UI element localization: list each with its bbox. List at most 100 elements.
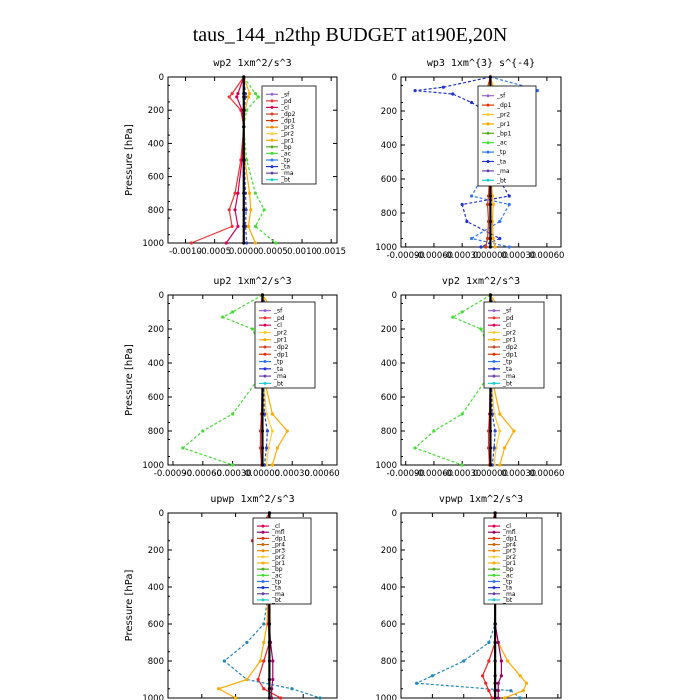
legend-marker	[486, 113, 490, 116]
data-point	[465, 219, 469, 224]
data-point	[413, 446, 417, 450]
data-point	[230, 224, 234, 228]
y-tick-label: 400	[381, 359, 397, 369]
y-tick-label: 1000	[375, 694, 397, 700]
data-point	[271, 677, 275, 682]
chart-title: up2 1xm^2/s^3	[213, 276, 291, 287]
data-point	[233, 208, 237, 212]
legend-marker	[492, 536, 496, 540]
data-point	[267, 622, 271, 626]
legend: _sf_pd_cl_dp2_dp1_pr3_pr2_pr1_bp_ac_tp_t…	[261, 85, 317, 185]
legend-label: _dp1	[271, 535, 287, 542]
legend-label: _ma	[273, 373, 287, 380]
data-point	[247, 92, 252, 96]
legend-label: _dp2	[280, 111, 296, 118]
legend-label: _pr2	[496, 112, 510, 119]
legend-label: _ac	[496, 140, 507, 147]
y-tick-label: 200	[148, 546, 164, 556]
data-point	[242, 125, 246, 129]
data-point	[267, 677, 271, 682]
x-tick-label: 0.00030	[501, 469, 536, 479]
data-point	[260, 412, 265, 416]
legend-marker	[492, 374, 496, 378]
data-point	[231, 412, 235, 416]
y-tick-label: 800	[148, 427, 164, 437]
legend-marker	[261, 549, 265, 553]
y-axis-label: Pressure [hPa]	[124, 344, 135, 416]
x-tick-label: 0.0000	[229, 247, 259, 257]
legend: _sf_pd_cl_pr2_pr1_dp2_dp1_tp_ta_ma_bt	[483, 301, 545, 389]
legend-marker	[261, 543, 265, 547]
legend-marker	[492, 592, 496, 596]
data-point	[285, 429, 289, 433]
data-point	[233, 191, 237, 195]
y-tick-label: 0	[392, 291, 397, 301]
legend-marker	[492, 561, 496, 565]
y-tick-label: 600	[148, 393, 164, 403]
legend-label: _ma	[502, 591, 516, 598]
legend-label: _cl	[502, 523, 511, 530]
data-point	[460, 310, 464, 314]
y-tick-label: 800	[148, 657, 164, 667]
data-point	[249, 208, 253, 212]
data-point	[498, 412, 502, 416]
legend: _sf _dp1 _pr2 _pr1 _bp1 _ac _tp _ta _ma _bt	[477, 85, 537, 187]
data-point	[236, 224, 240, 228]
data-point	[496, 640, 500, 645]
data-point	[224, 241, 228, 245]
legend-marker	[492, 549, 496, 553]
data-point	[499, 674, 503, 678]
legend-label: _bt	[273, 380, 284, 387]
data-point	[242, 75, 246, 79]
data-point	[469, 194, 474, 198]
data-point	[488, 202, 493, 207]
data-point	[451, 315, 455, 319]
legend-marker	[263, 330, 267, 334]
legend-marker	[270, 99, 274, 103]
data-point	[201, 429, 205, 433]
legend-marker	[492, 352, 496, 356]
data-point	[451, 92, 455, 96]
data-point	[518, 696, 522, 700]
legend-marker	[270, 178, 274, 182]
data-point	[258, 659, 262, 663]
chart-panel-up2: up2 1xm^2/s^3 Pressure [hPa] 0 200 400 600 800…	[124, 276, 340, 479]
data-point	[485, 202, 490, 207]
chart-panel-vp2: vp2 1xm^2/s^302004006008001000-0.00090-0…	[375, 276, 564, 479]
plot-frame	[400, 512, 562, 699]
data-point	[270, 696, 274, 700]
legend-marker	[270, 132, 274, 136]
legend-label: _cl	[271, 523, 280, 530]
legend-label: _pr4	[502, 542, 516, 549]
legend-marker	[492, 555, 496, 559]
legend-label: _ac	[271, 572, 282, 579]
data-point	[262, 208, 266, 212]
data-point	[270, 463, 274, 467]
legend-label: _tp	[502, 578, 512, 585]
data-point	[242, 108, 246, 112]
legend-marker	[486, 94, 490, 98]
y-tick-label: 0	[159, 509, 164, 519]
legend-marker	[486, 160, 490, 163]
legend-label: _bt	[271, 597, 282, 604]
x-tick-label: -0.0005	[198, 247, 231, 257]
legend-label: _sf	[273, 308, 283, 315]
legend-label: _sf	[502, 308, 512, 315]
data-point	[488, 463, 493, 467]
legend-marker	[261, 555, 265, 559]
data-point	[496, 681, 500, 685]
legend-marker	[261, 579, 265, 583]
legend-marker	[486, 141, 490, 145]
x-tick-label: -0.00090	[154, 469, 192, 479]
legend-marker	[492, 586, 496, 590]
data-point	[274, 241, 278, 245]
data-point	[484, 245, 488, 249]
x-tick-label: 0.00030	[275, 469, 310, 479]
legend-label: _ma	[280, 170, 294, 177]
plot-frame	[167, 76, 338, 244]
y-tick-label: 200	[381, 546, 397, 556]
data-point	[441, 85, 445, 89]
data-point	[253, 241, 258, 245]
data-point	[488, 245, 493, 249]
legend-label: _dp1	[502, 351, 518, 358]
